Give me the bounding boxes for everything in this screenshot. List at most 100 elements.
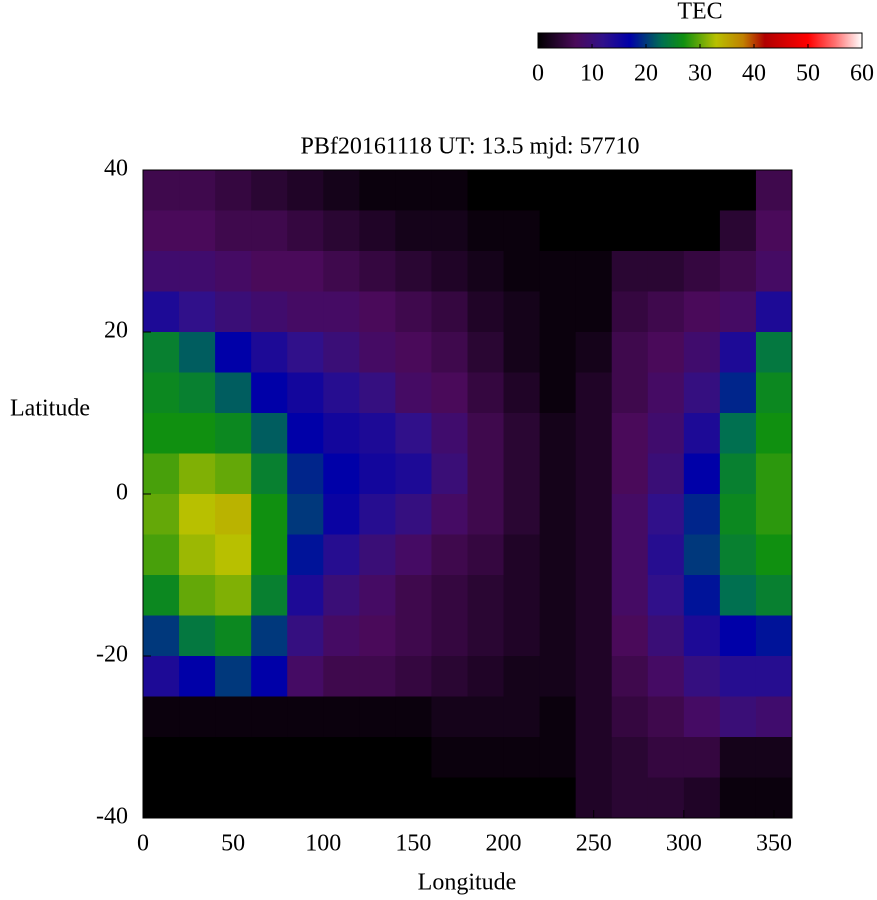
heat-cell [647,737,685,778]
heat-cell [503,494,541,535]
heat-cell [323,372,360,414]
heat-cell [467,696,505,738]
heat-cell [503,170,541,211]
heat-cell [755,170,793,211]
heat-cell [539,291,577,333]
heat-cell [719,453,757,495]
colorbar-tick-label: 10 [580,61,604,87]
heat-cell [755,413,793,454]
heat-cell [179,413,216,454]
heat-cell [215,210,252,252]
heat-cell [755,656,793,697]
heat-cell [647,372,685,414]
heat-cell [647,453,685,495]
heat-cell [215,413,252,454]
heat-cell [755,696,793,738]
heat-cell [179,251,216,292]
heat-cell [395,170,432,211]
y-tick-label: -20 [96,642,128,668]
heat-cell [287,453,324,495]
heat-cell [467,170,505,211]
heat-cell [287,777,324,819]
heat-cell [431,170,468,211]
heat-cell [719,210,757,252]
heat-cell [431,413,468,454]
heat-cell [215,696,252,738]
x-tick-label: 50 [221,831,245,857]
heat-cell [323,737,360,778]
heat-cell [323,494,360,535]
heat-cell [611,534,649,576]
heat-cell [251,210,288,252]
heat-cell [323,413,360,454]
heat-cell [503,332,541,373]
x-axis-label: Longitude [418,870,517,896]
heat-cell [755,210,793,252]
heat-cell [251,656,288,697]
heat-cell [647,615,685,657]
heat-cell [647,494,685,535]
heat-cell [539,737,577,778]
heat-cell [431,615,468,657]
heat-cell [647,696,685,738]
heat-cell [251,575,288,616]
heat-cell [539,777,577,819]
heat-cell [323,696,360,738]
heat-cell [215,251,252,292]
heat-cell [575,170,613,211]
heat-cell [503,696,541,738]
heat-cell [611,291,649,333]
heat-cell [287,413,324,454]
heat-cell [683,534,721,576]
heat-cell [143,170,180,211]
heat-cell [467,372,505,414]
heat-cell [755,494,793,535]
heat-cell [719,737,757,778]
heat-cell [755,737,793,778]
heat-cell [323,534,360,576]
heat-cell [647,656,685,697]
heat-cell [575,332,613,373]
heat-cell [647,777,685,819]
heat-cell [467,656,505,697]
heat-cell [719,291,757,333]
heat-cell [251,291,288,333]
heat-cell [503,291,541,333]
heat-cell [683,656,721,697]
heat-cell [395,737,432,778]
heat-cell [179,575,216,616]
heat-cell [287,575,324,616]
heat-cell [503,737,541,778]
heat-cell [467,210,505,252]
heat-cell [287,251,324,292]
heat-cell [719,534,757,576]
heat-cell [179,332,216,373]
heat-cell [287,615,324,657]
colorbar-tick-label: 30 [688,61,712,87]
heat-cell [359,210,396,252]
heat-cell [611,615,649,657]
heat-cell [251,494,288,535]
heat-cell [431,737,468,778]
heat-cell [683,372,721,414]
heat-cell [395,291,432,333]
heat-cell [719,575,757,616]
heat-cell [359,575,396,616]
heat-cell [323,453,360,495]
heat-cell [431,332,468,373]
heat-cell [215,575,252,616]
heat-cell [359,372,396,414]
heat-cell [719,777,757,819]
heat-cell [539,372,577,414]
heat-cell [215,332,252,373]
heat-cell [251,534,288,576]
heat-cell [719,372,757,414]
heat-cell [611,737,649,778]
heat-cell [539,332,577,373]
heat-cell [503,372,541,414]
heat-cell [611,413,649,454]
heat-cell [179,656,216,697]
chart-title: PBf20161118 UT: 13.5 mjd: 57710 [300,134,639,160]
heat-cell [179,210,216,252]
heat-cell [467,413,505,454]
